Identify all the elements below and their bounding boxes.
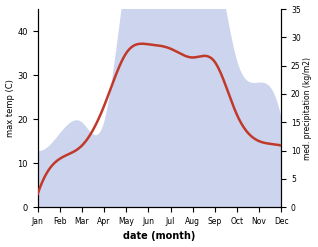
Y-axis label: med. precipitation (kg/m2): med. precipitation (kg/m2) (303, 57, 313, 160)
X-axis label: date (month): date (month) (123, 231, 196, 242)
Y-axis label: max temp (C): max temp (C) (5, 79, 15, 137)
